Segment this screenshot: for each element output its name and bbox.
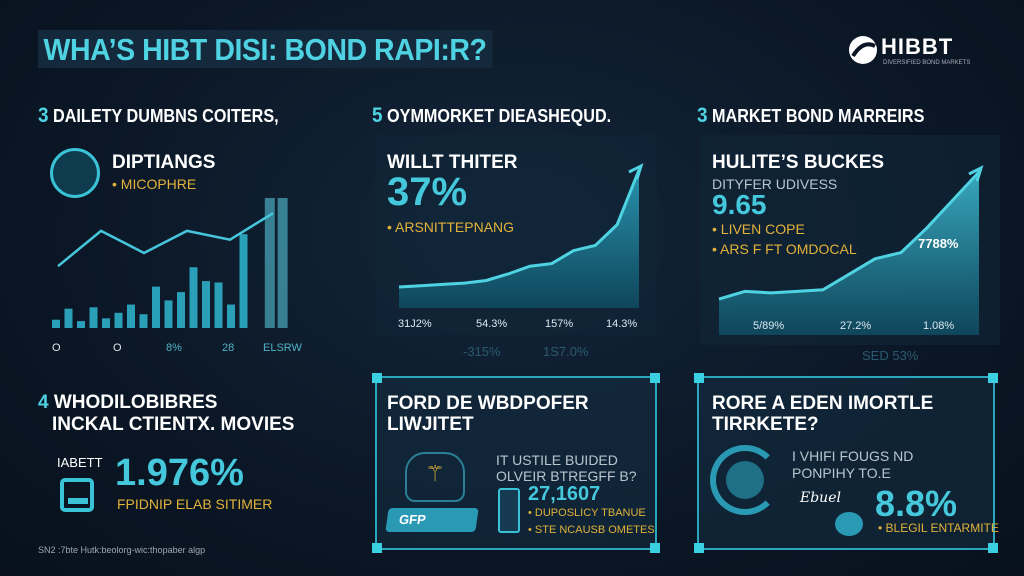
panel3-heading: HULITE’S BUCKES [712, 152, 885, 173]
bar [102, 318, 110, 328]
area-chart [718, 165, 984, 335]
bar [114, 312, 123, 328]
logo-swirl-icon [849, 36, 877, 64]
logo-text: HIBBT [881, 34, 954, 59]
section-heading-2: 5 OYMMORKET DIEASHEQUD. [372, 104, 612, 127]
panel4-value: 1.976% [115, 452, 244, 494]
chart3-x-label: 5/89% [753, 320, 785, 332]
panel6-text: I VHIFI FOUGS ND [792, 448, 914, 464]
chart1-x-label: 8% [166, 342, 182, 354]
chart1-x-label: O [52, 342, 61, 354]
bar-chart [52, 198, 288, 328]
area-chart [398, 163, 644, 308]
bar [152, 286, 160, 328]
bar [89, 307, 98, 328]
panel6-script-label: Ebuel [800, 490, 841, 506]
panel6-heading-line2: TIRRKETE? [712, 414, 819, 435]
bar [52, 319, 60, 328]
bar [77, 321, 85, 328]
chart3-callout: 7788% [918, 236, 959, 251]
chart1-x-label: O [113, 342, 122, 354]
bar [239, 234, 248, 328]
chart3-faint-label: SED 53% [862, 348, 919, 363]
panel1-bullet: • MICOPHRE [112, 176, 197, 192]
bar [214, 282, 223, 328]
panel5-text: IT USTILE BUIDED [496, 452, 618, 468]
bar [227, 304, 235, 328]
bar [127, 304, 135, 328]
arrow-head [968, 165, 984, 182]
area-line [718, 170, 981, 301]
chart1-x-label: 28 [222, 342, 235, 354]
chart2-x-label: 54.3% [476, 318, 508, 330]
chart3-x-label: 1.08% [923, 320, 955, 332]
panel5-bullet: • STE NCAUSB OMETES [528, 524, 655, 536]
bar [139, 314, 148, 328]
bottle-icon [60, 478, 94, 512]
hibt-logo: HIBBT DIVERSIFIED BOND MARKETS [845, 30, 990, 70]
panel6-heading: RORE A EDEN IMORTLE [712, 393, 934, 414]
panel4-icon-label: IABETT [57, 455, 103, 470]
chart2-x-label: 31J2% [398, 318, 432, 330]
panel1-heading: DIPTIANGS [112, 152, 216, 173]
arrow-head [628, 163, 644, 180]
panel6-bullet: • BLEGIL ENTARMITE [878, 521, 999, 535]
bar [264, 198, 275, 328]
phone-icon [498, 488, 520, 533]
panel4-heading: 4 WHODILOBIBRES [38, 392, 218, 413]
panel2-heading: WILLT THITER [387, 152, 518, 173]
chart2-x-label: 157% [545, 318, 574, 330]
area-fill [719, 172, 979, 335]
panel5-heading: FORD DE WBDPOFER [387, 393, 589, 414]
panel5-bullet: • DUPOSLICY TBANUE [528, 507, 646, 519]
chart1-x-label: ELSRW [263, 342, 302, 354]
section-heading-3: 3 MARKET BOND MARREIRS [697, 104, 925, 127]
badge-icon [835, 512, 863, 536]
page-title: WHA’S HIBT DISI: BOND RAPI:R? [38, 30, 493, 68]
panel2-bullet: • ARSNITTEPNANG [387, 219, 515, 235]
panel5-value: 27,1607 [528, 483, 601, 505]
donut-gauge-icon [710, 445, 780, 515]
bar [64, 308, 73, 328]
bar [202, 281, 210, 328]
area-fill [399, 170, 639, 308]
bar [164, 300, 173, 328]
panel5-text: OLVEIR BTREGFF B? [496, 468, 637, 484]
panel5-icon-label: GFP [385, 508, 479, 532]
trend-line [57, 212, 274, 268]
chart2-faint-label: -315% [463, 344, 501, 359]
globe-icon [50, 148, 100, 198]
panel3-subheading: DITYFER UDIVESS [712, 176, 838, 192]
area-line [398, 169, 641, 289]
bar [277, 198, 288, 328]
panel4-heading-line2: INCKAL CTIENTX. MOVIES [52, 414, 295, 435]
panel4-bullet: FPIDNIP ELAB SITIMER [117, 496, 273, 512]
panel6-value: 8.8% [875, 483, 958, 524]
panel5-heading-line2: LIWJITET [387, 414, 474, 435]
chart2-x-label: 14.3% [606, 318, 638, 330]
panel6-text: PONPIHY TO.E [792, 465, 891, 481]
section-heading-1: 3 DAILETY DUMBNS COITERS, [38, 104, 279, 127]
panel3-value: 9.65 [712, 189, 767, 220]
logo-tagline: DIVERSIFIED BOND MARKETS [883, 60, 971, 66]
chart2-faint-label: 1S7.0% [543, 344, 589, 359]
footnote: SN2 :7bte Hutk:beolorg-wic:thopaber algp [38, 545, 206, 555]
panel3-bullet: • LIVEN COPE [712, 221, 805, 237]
bar [189, 267, 198, 328]
panel2-value: 37% [387, 170, 468, 214]
chart3-x-label: 27.2% [840, 320, 872, 332]
panel3-bullet: • ARS F FT OMDOCAL [712, 241, 857, 257]
shield-emblem-icon: ⚚ [405, 452, 465, 502]
bar [177, 292, 185, 328]
